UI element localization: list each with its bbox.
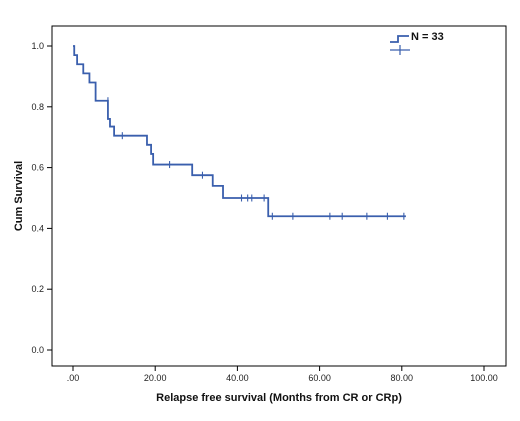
x-tick-label: 60.00 — [308, 373, 331, 383]
survival-curve — [73, 45, 406, 218]
x-tick-label: 100.00 — [470, 373, 498, 383]
x-axis-ticks: .00 20.00 40.00 60.00 80.00 100.00 — [67, 366, 498, 383]
y-tick-label: 1.0 — [31, 41, 44, 51]
x-axis-title: Relapse free survival (Months from CR or… — [156, 392, 402, 404]
legend-label-n: N = 33 — [411, 31, 444, 43]
plot-frame — [51, 25, 507, 367]
x-tick-label: 80.00 — [391, 373, 414, 383]
legend: N = 33 — [390, 31, 444, 55]
y-axis-ticks: 0.0 0.2 0.4 0.6 0.8 1.0 — [31, 41, 52, 355]
censor-marks — [107, 97, 405, 220]
x-tick-label: 40.00 — [226, 373, 249, 383]
legend-censor-icon — [390, 45, 410, 55]
y-tick-label: 0.0 — [31, 345, 44, 355]
x-tick-label: 20.00 — [144, 373, 167, 383]
x-tick-label: .00 — [67, 373, 80, 383]
y-tick-label: 0.8 — [31, 102, 44, 112]
y-tick-label: 0.6 — [31, 163, 44, 173]
legend-step-icon — [390, 35, 409, 43]
y-tick-label: 0.4 — [31, 223, 44, 233]
y-axis-title: Cum Survival — [13, 161, 25, 231]
y-tick-label: 0.2 — [31, 284, 44, 294]
